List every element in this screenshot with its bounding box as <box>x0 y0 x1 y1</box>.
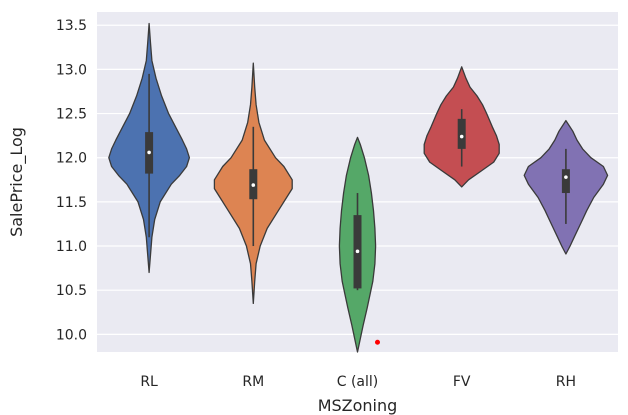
violin-median-dot <box>355 249 360 254</box>
x-tick-label: FV <box>453 374 471 390</box>
y-tick-label: 10.5 <box>56 283 87 299</box>
y-axis-label: SalePrice_Log <box>7 127 27 237</box>
x-axis-label: MSZoning <box>318 396 398 415</box>
x-tick-label: C (all) <box>337 374 379 390</box>
outlier-point <box>375 339 380 345</box>
violin-median-dot <box>251 183 256 187</box>
y-tick-label: 13.5 <box>56 18 87 34</box>
y-tick-label: 10.0 <box>56 327 87 343</box>
y-tick-label: 13.0 <box>56 62 87 78</box>
violin-median-dot <box>564 175 568 179</box>
x-tick-label: RH <box>556 374 576 390</box>
y-tick-label: 11.5 <box>56 195 87 211</box>
y-tick-label: 12.0 <box>56 151 87 167</box>
x-tick-label: RL <box>140 374 158 390</box>
y-tick-label: 11.0 <box>56 239 87 255</box>
violin-iqr-box <box>561 169 570 194</box>
x-tick-label: RM <box>242 374 264 390</box>
y-tick-label: 12.5 <box>56 107 87 123</box>
violin-median-dot <box>459 134 464 139</box>
x-tick-labels: RL RM C (all) FV RH <box>140 374 576 390</box>
violin-iqr-box <box>457 118 466 149</box>
violins <box>108 22 609 353</box>
y-tick-labels: 10.0 10.5 11.0 11.5 12.0 12.5 13.0 13.5 <box>56 18 87 343</box>
violin-median-dot <box>147 150 151 155</box>
